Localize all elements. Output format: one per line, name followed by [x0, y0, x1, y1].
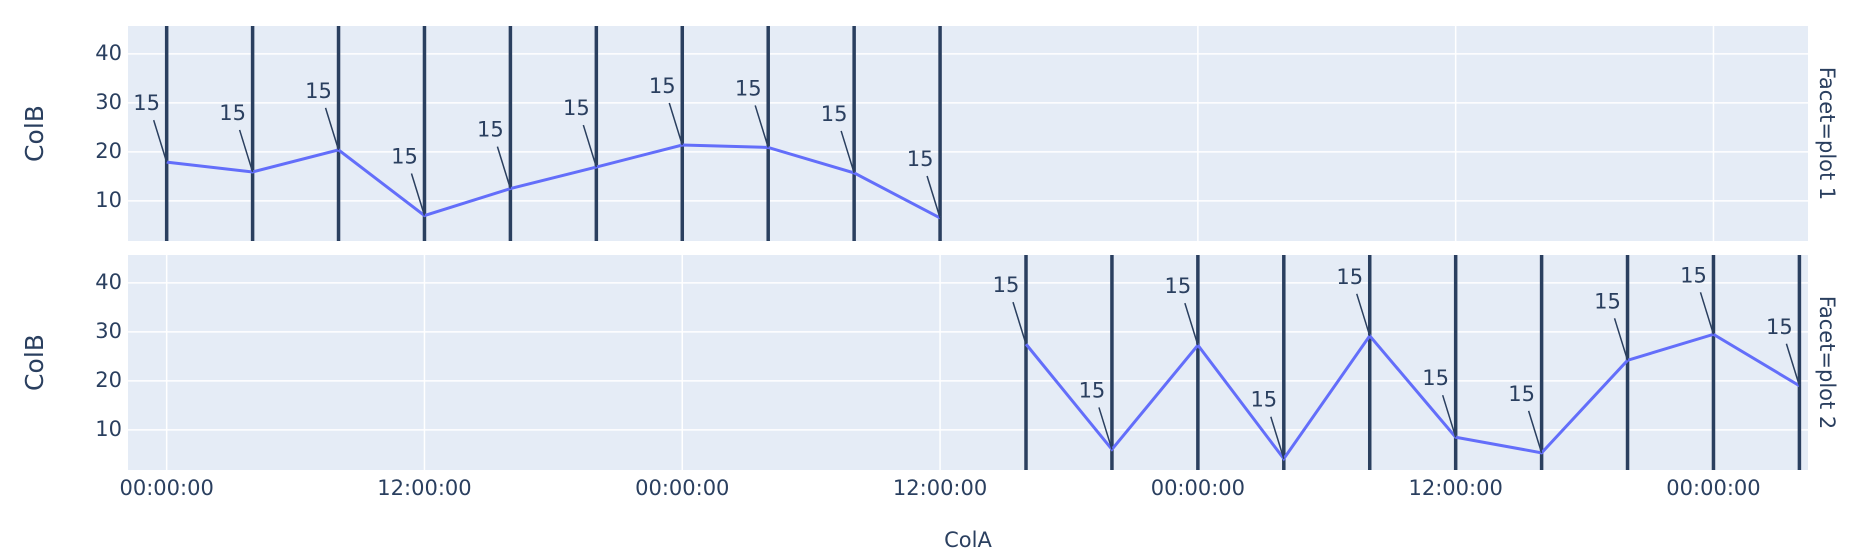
annotation-arrow [1098, 407, 1113, 450]
annotation: 15 [1422, 366, 1449, 390]
annotation-arrow [840, 130, 855, 174]
annotation: 15 [219, 101, 246, 125]
annotation-arrow [1270, 416, 1285, 459]
annotation: 15 [477, 118, 504, 142]
facet-label: Facet=plot 1 [1815, 67, 1839, 201]
data-line [166, 143, 941, 220]
annotation: 15 [1250, 388, 1277, 412]
y-tick-label: 40 [95, 270, 122, 294]
annotation: 15 [1680, 263, 1707, 287]
plot-area [128, 26, 1808, 241]
y-tick-label: 10 [95, 417, 122, 441]
data-line [1024, 332, 1801, 462]
annotation-arrow [1699, 292, 1715, 335]
y-tick-label: 40 [95, 41, 122, 65]
annotation-arrow [1184, 302, 1199, 346]
annotation-arrow [1613, 318, 1629, 361]
y-axis-title: ColB [20, 334, 49, 391]
plot-area [128, 255, 1808, 470]
annotation: 15 [563, 96, 590, 120]
annotation-arrow [152, 119, 168, 163]
annotation-arrow [238, 129, 254, 173]
annotation: 15 [907, 147, 934, 171]
x-tick-label: 12:00:00 [377, 476, 471, 500]
x-axis-title: ColA [944, 528, 992, 552]
annotation-arrow [668, 102, 683, 146]
y-tick-label: 30 [95, 90, 122, 114]
annotation: 15 [133, 91, 160, 115]
annotation: 15 [735, 76, 762, 100]
y-tick-label: 10 [95, 188, 122, 212]
annotation-arrow [1785, 343, 1801, 386]
annotation: 15 [993, 273, 1020, 297]
y-axis-title: ColB [20, 105, 49, 162]
annotation-arrow [410, 173, 426, 216]
facet-label: Facet=plot 2 [1815, 296, 1839, 430]
annotation: 15 [1079, 378, 1106, 402]
x-tick-label: 00:00:00 [120, 476, 214, 500]
annotation-arrow [582, 124, 598, 168]
annotation-arrow [1527, 410, 1543, 454]
y-tick-label: 20 [95, 139, 122, 163]
x-tick-label: 00:00:00 [635, 476, 729, 500]
y-tick-label: 30 [95, 319, 122, 343]
annotation-arrow [754, 105, 769, 148]
y-tick-label: 20 [95, 368, 122, 392]
x-tick-label: 00:00:00 [1151, 476, 1245, 500]
annotation-arrow [1356, 293, 1371, 337]
annotation-arrow [1012, 301, 1027, 345]
x-tick-label: 12:00:00 [893, 476, 987, 500]
annotation: 15 [305, 79, 332, 103]
annotation-arrow [1441, 394, 1457, 438]
annotation: 15 [391, 145, 418, 169]
annotation: 15 [1766, 315, 1793, 339]
x-tick-label: 12:00:00 [1409, 476, 1503, 500]
x-tick-label: 00:00:00 [1666, 476, 1760, 500]
annotation: 15 [649, 74, 676, 98]
annotation: 15 [1336, 265, 1363, 289]
annotation: 15 [821, 102, 848, 126]
annotation: 15 [1508, 382, 1535, 406]
annotation: 15 [1594, 289, 1621, 313]
annotation-arrow [324, 107, 340, 151]
annotation-arrow [496, 146, 512, 189]
annotation: 15 [1165, 274, 1192, 298]
annotation-arrow [926, 175, 941, 219]
